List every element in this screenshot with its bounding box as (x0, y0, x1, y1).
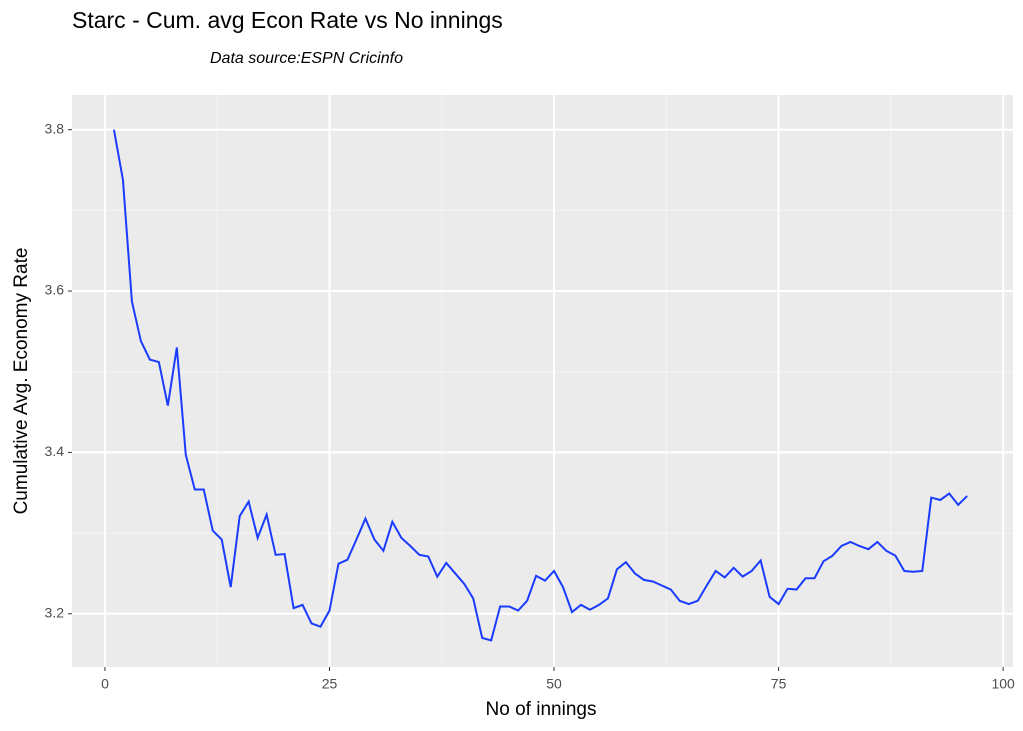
y-tick-label: 3.6 (45, 282, 65, 298)
series-line (112, 129, 968, 642)
x-tick-label: 75 (771, 676, 787, 692)
y-tick-label: 3.4 (45, 443, 65, 459)
x-tick-label: 0 (101, 676, 109, 692)
chart-subtitle: Data source:ESPN Cricinfo (210, 50, 403, 67)
y-tick-label: 3.8 (45, 120, 65, 136)
x-tick-label: 50 (546, 676, 562, 692)
x-tick-label: 100 (991, 676, 1015, 692)
chart-title: Starc - Cum. avg Econ Rate vs No innings (72, 7, 503, 33)
x-axis-label: No of innings (486, 699, 597, 720)
plot-panel (72, 95, 1013, 667)
x-tick-label: 25 (322, 676, 338, 692)
y-tick-label: 3.2 (45, 604, 65, 620)
y-axis-label: Cumulative Avg. Economy Rate (11, 248, 32, 515)
